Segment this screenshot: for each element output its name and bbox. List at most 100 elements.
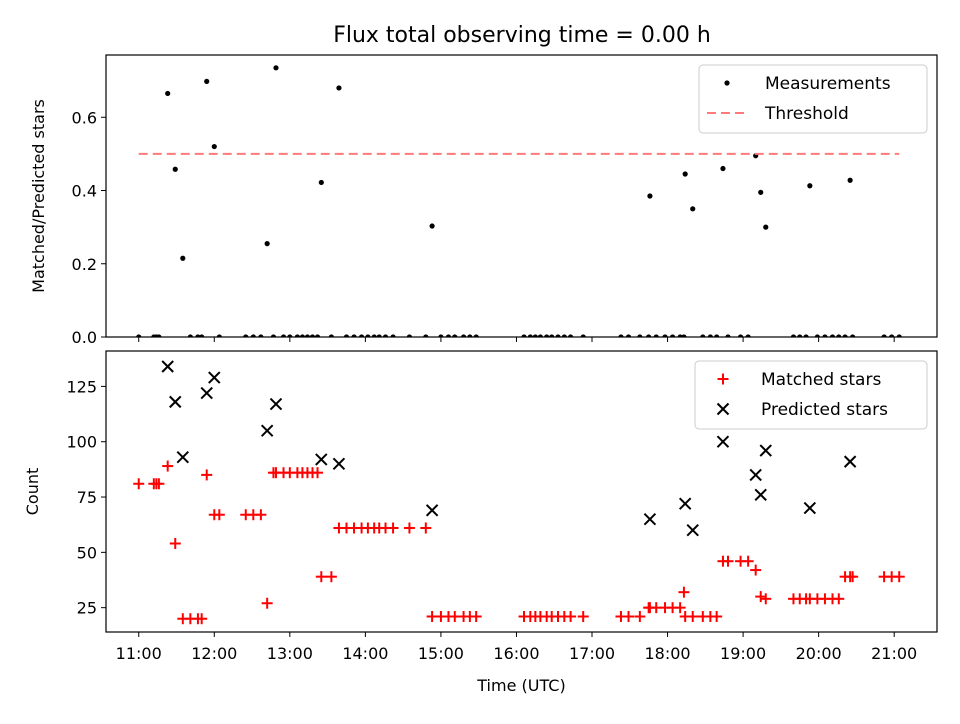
measurement-point: [172, 166, 178, 172]
measurement-point: [351, 334, 357, 337]
measurement-point: [314, 334, 321, 337]
measurement-point: [561, 334, 567, 337]
matched-star-marker: [750, 564, 762, 576]
matched-star-marker: [213, 509, 225, 521]
matched-star-marker: [255, 509, 267, 521]
top-data: [136, 65, 902, 337]
bottom-ylabel: Count: [23, 468, 42, 516]
measurement-point: [136, 334, 142, 337]
predicted-star-marker: [803, 501, 817, 515]
measurement-point: [250, 334, 256, 337]
measurement-point: [445, 334, 452, 337]
measurement-point: [700, 334, 706, 337]
measurement-point: [199, 334, 205, 337]
measurement-point: [376, 334, 382, 337]
matched-star-marker: [565, 611, 577, 623]
matched-star-marker: [623, 611, 635, 623]
measurement-point: [280, 334, 287, 337]
measurement-point: [264, 241, 270, 247]
measurement-point: [653, 334, 659, 337]
matched-star-marker: [833, 593, 845, 605]
measurement-point: [836, 334, 842, 337]
predicted-star-marker: [425, 504, 439, 517]
measurement-point: [336, 85, 342, 91]
predicted-star-marker: [208, 371, 221, 384]
matched-star-marker: [403, 522, 415, 534]
predicted-star-marker: [678, 497, 692, 510]
bottom-ytick-label: 50: [77, 543, 97, 562]
measurement-point: [647, 193, 653, 199]
measurement-point: [165, 90, 171, 97]
predicted-star-marker: [161, 360, 174, 373]
measurement-point: [720, 165, 726, 172]
measurement-point: [669, 334, 676, 337]
top-legend: Measurements Threshold: [698, 64, 928, 134]
measurement-point: [707, 334, 713, 337]
measurement-point: [714, 334, 720, 337]
matched-star-marker: [153, 478, 165, 490]
measurement-point: [438, 334, 444, 337]
predicted-star-marker: [686, 524, 699, 537]
legend-label: Matched stars: [761, 370, 881, 390]
measurement-point: [842, 334, 848, 337]
bottom-axes-frame: [105, 350, 938, 633]
matched-star-marker: [162, 460, 174, 472]
matched-star-marker: [847, 571, 859, 583]
predicted-star-marker: [260, 424, 274, 437]
measurement-point: [745, 334, 751, 337]
measurement-point: [763, 224, 769, 230]
legend-label: Threshold: [764, 104, 849, 124]
measurement-point: [829, 334, 836, 337]
matched-star-marker: [722, 555, 734, 567]
measurement-point: [358, 334, 365, 337]
xtick-label: 20:00: [796, 644, 842, 663]
measurement-point: [532, 334, 538, 337]
legend-label: Predicted stars: [761, 400, 888, 420]
matched-star-marker: [470, 611, 482, 623]
top-ytick-label: 0.6: [72, 108, 97, 127]
top-panel: 0.0 0.2 0.4 0.6 Matched/Predicted stars Measu…: [29, 54, 938, 347]
measurement-point: [537, 334, 543, 337]
xtick-label: 12:00: [191, 644, 237, 663]
matched-star-marker: [420, 522, 432, 534]
xtick-label: 14:00: [342, 644, 388, 663]
measurement-point: [406, 334, 413, 337]
bottom-data: [133, 360, 905, 625]
matched-star-marker: [387, 522, 399, 534]
measurement-point: [555, 334, 561, 337]
measurement-point: [790, 334, 797, 337]
measurement-point: [662, 334, 668, 337]
measurement-point: [371, 334, 377, 337]
measurement-point: [423, 334, 429, 337]
measurement-point: [544, 334, 550, 337]
measurement-point: [467, 334, 473, 337]
predicted-star-marker: [169, 395, 182, 409]
predicted-star-marker: [843, 455, 857, 468]
measurement-point: [452, 334, 458, 337]
matched-star-marker: [312, 467, 324, 479]
matched-star-marker: [634, 611, 646, 623]
xtick-label: 17:00: [569, 644, 615, 663]
matched-star-marker: [674, 602, 686, 614]
top-ytick-label: 0.2: [72, 255, 97, 274]
measurement-point: [646, 334, 652, 337]
measurement-point: [896, 334, 902, 337]
measurement-point: [758, 189, 764, 195]
measurement-point: [187, 334, 193, 337]
measurement-point: [681, 334, 687, 337]
measurement-point: [328, 334, 334, 337]
xtick-label: 16:00: [493, 644, 539, 663]
bottom-ytick-label: 75: [77, 488, 97, 507]
bottom-legend: Matched stars Predicted stars: [694, 360, 928, 430]
matched-star-marker: [742, 555, 754, 567]
predicted-star-marker: [332, 457, 346, 471]
measurement-point: [473, 334, 479, 337]
bottom-ytick-label: 100: [66, 433, 97, 452]
matched-star-marker: [577, 611, 589, 623]
measurement-point: [204, 78, 210, 84]
xtick-label: 18:00: [644, 644, 690, 663]
measurement-point: [243, 334, 249, 337]
measurement-point: [365, 334, 371, 337]
measurement-point: [881, 334, 887, 337]
